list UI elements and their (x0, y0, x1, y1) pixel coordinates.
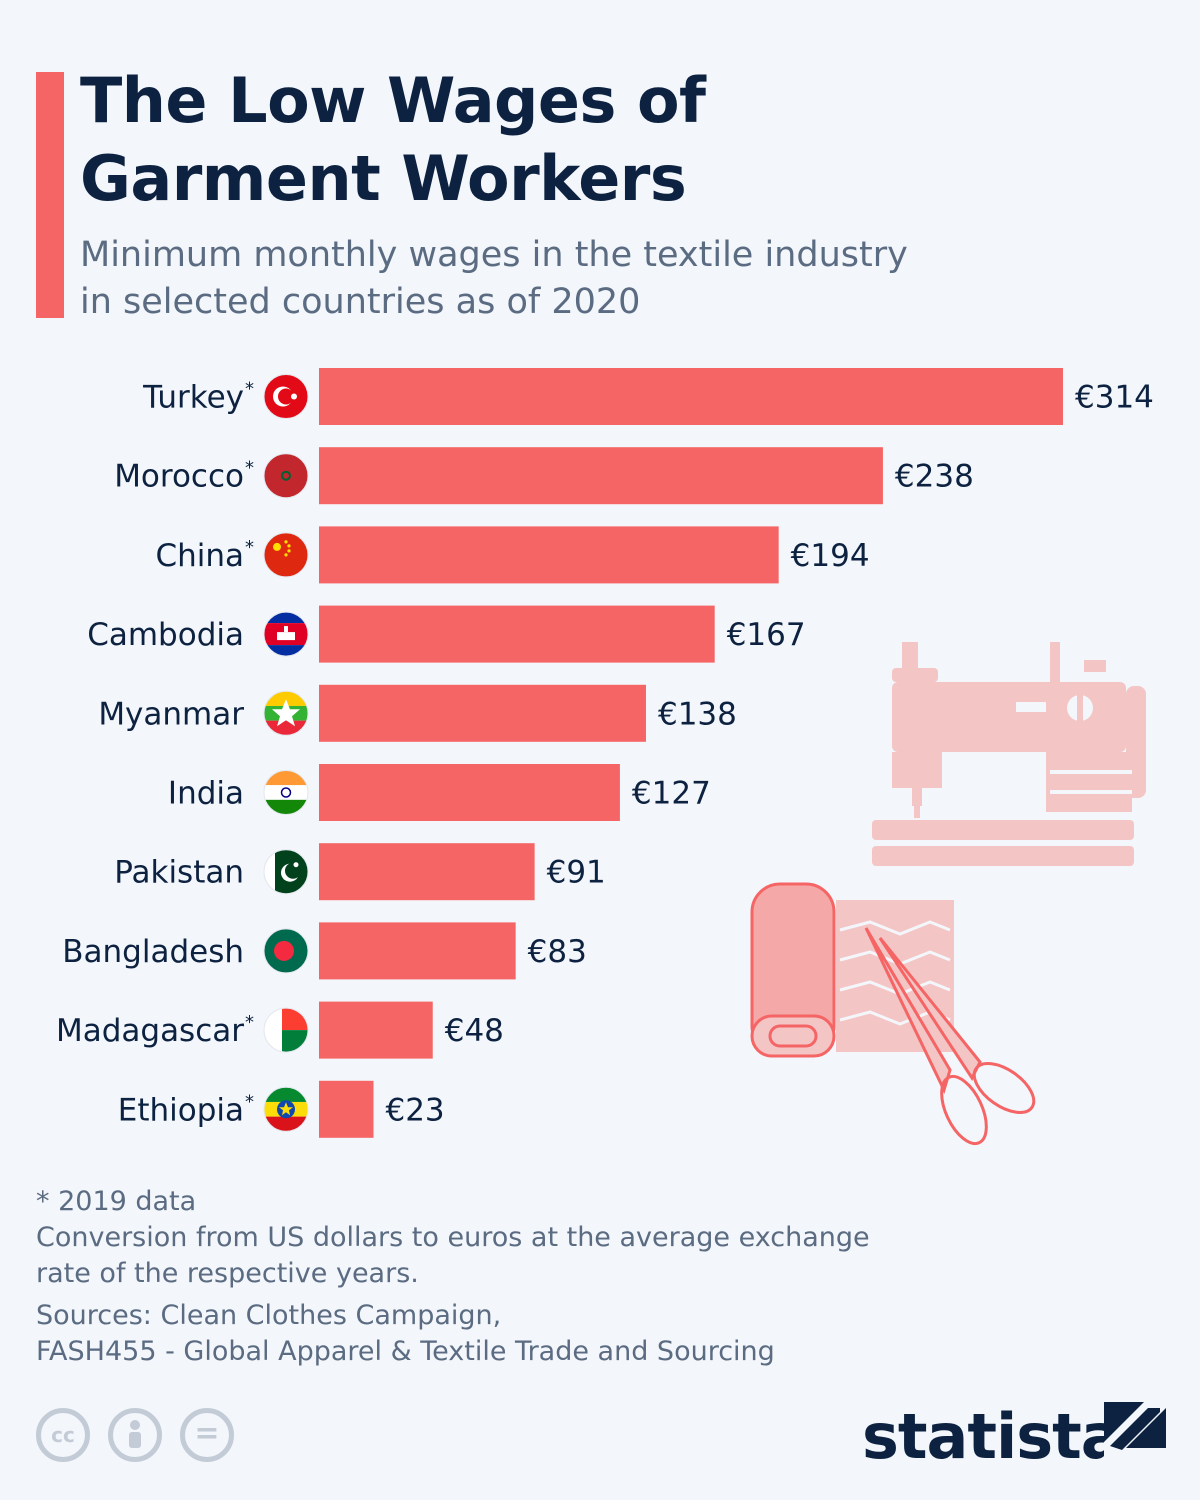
statista-logo-mark-icon (1104, 1402, 1166, 1464)
bar (319, 764, 620, 821)
cc-icon[interactable]: cc (36, 1408, 90, 1462)
china-flag-icon (263, 532, 309, 578)
value-label: €91 (547, 855, 606, 891)
bar-row: Bangladesh €83 (62, 922, 587, 980)
conversion-note-2: rate of the respective years. (36, 1258, 419, 1289)
value-label: €48 (445, 1013, 504, 1049)
category-label: Turkey (142, 380, 244, 416)
title-accent-bar (36, 72, 64, 318)
conversion-note-1: Conversion from US dollars to euros at t… (36, 1222, 870, 1253)
bar-row: Myanmar €138 (98, 684, 737, 742)
sewing-machine-icon (872, 642, 1146, 866)
india-flag-icon (263, 770, 309, 815)
bangladesh-flag-icon (263, 928, 309, 974)
bar (319, 684, 646, 742)
scissors-icon (864, 927, 1036, 1146)
madagascar-flag-icon (263, 1007, 309, 1053)
category-label: Cambodia (87, 617, 244, 653)
bar-row: India €127 (168, 764, 711, 821)
bar (319, 1080, 374, 1138)
ethiopia-flag-icon (263, 1086, 309, 1132)
bar (319, 922, 516, 980)
bar-row: Turkey * €314 (142, 368, 1154, 425)
footnote-marker: * (245, 379, 254, 400)
category-label: Morocco (114, 459, 244, 495)
value-label: €127 (632, 776, 711, 812)
nd-icon[interactable]: = (180, 1408, 234, 1462)
bar-row: Pakistan €91 (114, 843, 606, 901)
turkey-flag-icon (263, 374, 309, 419)
myanmar-flag-icon (263, 690, 309, 736)
statista-logo[interactable]: statista (862, 1400, 1123, 1473)
footnote-marker: * (245, 458, 254, 479)
footnotes: * 2019 data Conversion from US dollars t… (36, 1184, 936, 1370)
bar-row: China * €194 (155, 526, 870, 584)
bar-row: Ethiopia * €23 (118, 1080, 445, 1138)
bar-row: Madagascar * €48 (56, 1001, 504, 1059)
category-label: China (155, 538, 244, 574)
by-icon[interactable] (108, 1408, 162, 1462)
value-label: €238 (895, 459, 974, 495)
morocco-flag-icon (263, 453, 309, 499)
bar-row: Morocco * €238 (114, 447, 974, 505)
subtitle-line-2: in selected countries as of 2020 (80, 282, 641, 322)
bar (319, 368, 1063, 425)
footnote-marker: * (245, 537, 254, 558)
bar (319, 526, 779, 584)
bar-row: Cambodia €167 (87, 605, 806, 663)
pakistan-flag-icon (263, 849, 309, 895)
subtitle-line-1: Minimum monthly wages in the textile ind… (80, 235, 908, 275)
person-icon (129, 1420, 141, 1448)
marker-note: * 2019 data (36, 1186, 197, 1217)
bar (319, 447, 883, 505)
sources-line-1: Sources: Clean Clothes Campaign, (36, 1300, 502, 1331)
value-label: €194 (791, 538, 870, 574)
bar (319, 605, 715, 663)
title-line-2: Garment Workers (80, 142, 687, 215)
category-label: Pakistan (114, 855, 244, 891)
value-label: €138 (658, 696, 737, 732)
bar (319, 1001, 433, 1059)
fabric-roll-icon (750, 882, 954, 1058)
page-subtitle: Minimum monthly wages in the textile ind… (80, 232, 1080, 326)
page-title: The Low Wages of Garment Workers (80, 62, 1080, 218)
category-label: India (168, 776, 244, 812)
value-label: €167 (727, 617, 806, 653)
cambodia-flag-icon (263, 611, 309, 657)
category-label: Bangladesh (62, 934, 244, 970)
bar (319, 843, 535, 901)
value-label: €83 (528, 934, 587, 970)
footnote-marker: * (245, 1012, 254, 1033)
category-label: Myanmar (98, 696, 244, 732)
title-line-1: The Low Wages of (80, 64, 706, 137)
footnote-marker: * (245, 1091, 254, 1112)
value-label: €23 (385, 1092, 444, 1128)
value-label: €314 (1075, 380, 1154, 416)
sources-line-2: FASH455 - Global Apparel & Textile Trade… (36, 1336, 775, 1367)
category-label: Madagascar (56, 1013, 244, 1049)
category-label: Ethiopia (118, 1092, 244, 1128)
